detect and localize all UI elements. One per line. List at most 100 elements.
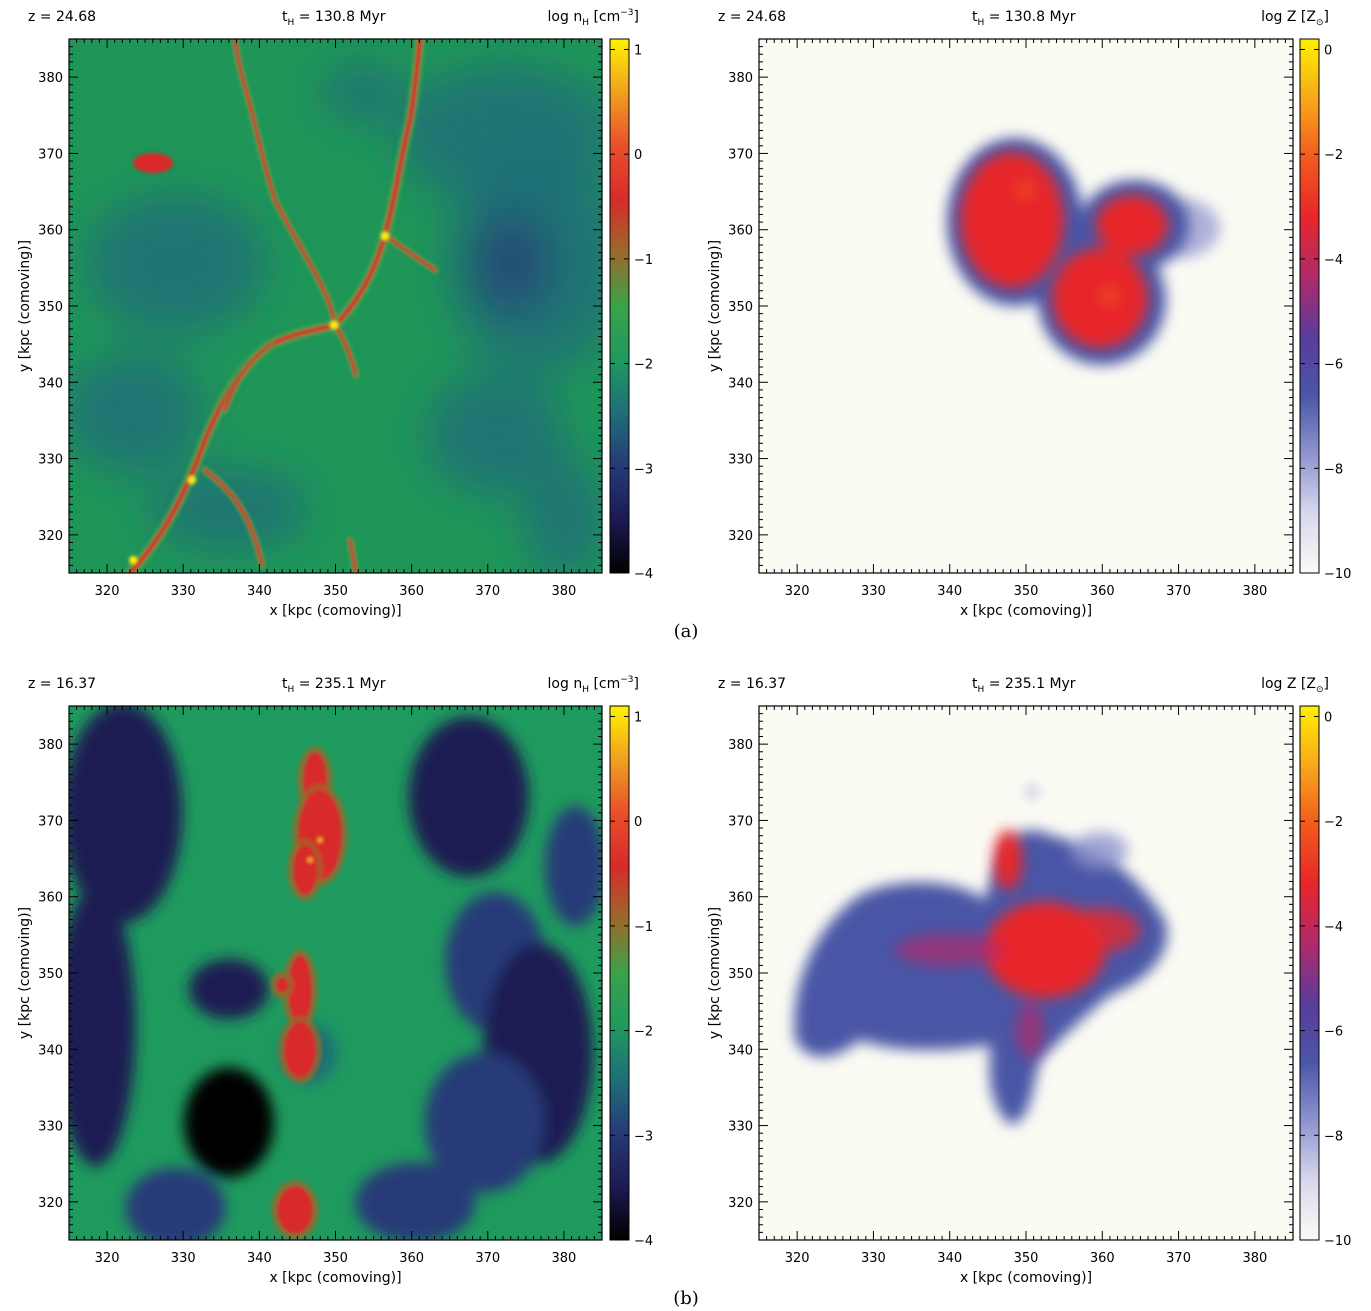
x-tick-label: 330 [171,584,196,599]
caption-b: (b) [673,1288,699,1309]
redshift-label: z = 24.68 [718,9,786,25]
y-tick-label: 320 [38,529,63,544]
x-tick-label: 340 [937,584,962,599]
y-tick-label: 380 [38,71,63,86]
y-tick-label: 330 [38,453,63,468]
heatmap-field [69,39,602,573]
x-tick-label: 350 [1014,1251,1039,1266]
x-tick-label: 370 [475,1251,500,1266]
colorbar-tick-label: −2 [1324,815,1343,830]
colorbar-tick-label: −1 [634,920,653,935]
colorbar-tick-label: −6 [1324,1025,1343,1040]
y-tick-label: 360 [38,891,63,906]
colorbar-tick-label: −6 [1324,358,1343,373]
colorbar-tick-label: −4 [1324,920,1343,935]
y-tick-label: 380 [728,738,753,753]
x-tick-label: 370 [475,584,500,599]
x-tick-label: 320 [95,1251,120,1266]
y-tick-label: 350 [38,967,63,982]
y-tick-label: 330 [38,1120,63,1135]
colorbar-tick-label: −2 [634,1025,653,1040]
heatmap-field [759,706,1293,1240]
colorbar: −10 −8 −6 −4 −2 0 [1299,705,1351,1249]
y-tick-label: 360 [728,891,753,906]
colorbar-tick-label: −3 [634,1129,653,1144]
y-tick-label: 350 [728,300,753,315]
y-axis-label: y [kpc (comoving)] [17,907,33,1039]
y-tick-label: 350 [728,967,753,982]
heatmap-field [69,706,602,1240]
y-tick-label: 370 [728,147,753,162]
y-tick-label: 320 [38,1196,63,1211]
x-tick-label: 330 [861,1251,886,1266]
heatmap-field [759,39,1293,573]
colorbar-tick-label: −10 [1324,567,1351,582]
x-axis-label: x [kpc (comoving)] [960,1270,1092,1286]
x-tick-label: 320 [95,584,120,599]
colorbar: −10 −8 −6 −4 −2 0 [1299,38,1351,582]
x-tick-label: 330 [171,1251,196,1266]
y-tick-label: 330 [728,453,753,468]
y-tick-label: 320 [728,529,753,544]
time-label: tH = 130.8 Myr [972,9,1076,28]
y-tick-label: 330 [728,1120,753,1135]
redshift-label: z = 16.37 [718,676,786,692]
colorbar-tick-label: 0 [634,148,642,163]
x-tick-label: 370 [1166,584,1191,599]
colorbar-tick-label: 0 [634,815,642,830]
panel-a-density: 320 330 340 350 360 370 380 320 330 340 350 360 370 3… [17,8,653,619]
redshift-label: z = 24.68 [28,9,96,25]
x-tick-label: 340 [937,1251,962,1266]
y-tick-label: 370 [728,814,753,829]
y-axis-label: y [kpc (comoving)] [707,907,723,1039]
colorbar-tick-label: −2 [634,358,653,373]
y-tick-label: 380 [38,738,63,753]
y-tick-label: 340 [728,376,753,391]
x-tick-label: 340 [247,584,272,599]
x-tick-label: 320 [785,584,810,599]
colorbar: −4 −3 −2 −1 0 1 [609,705,653,1249]
axis-ticks [68,38,603,574]
x-tick-label: 370 [1166,1251,1191,1266]
y-axis-label: y [kpc (comoving)] [17,240,33,372]
x-tick-label: 380 [1242,1251,1267,1266]
axis-ticks [758,38,1294,574]
y-tick-label: 360 [728,224,753,239]
colorbar-tick-label: 0 [1324,710,1332,725]
x-tick-label: 350 [323,1251,348,1266]
colorbar-tick-label: −8 [1324,1129,1343,1144]
x-axis-label: x [kpc (comoving)] [960,603,1092,619]
panels-layer: 320 330 340 350 360 370 380 320 330 340 350 360 370 3… [17,8,1351,1286]
x-axis-label: x [kpc (comoving)] [269,1270,401,1286]
time-label: tH = 235.1 Myr [972,676,1076,695]
time-label: tH = 235.1 Myr [282,676,386,695]
colorbar-tick-label: −8 [1324,462,1343,477]
x-tick-label: 360 [399,584,424,599]
colorbar-tick-label: −2 [1324,148,1343,163]
colorbar-title: log nH [cm−3] [548,8,639,28]
x-tick-label: 360 [1090,1251,1115,1266]
colorbar-title: log Z [Z⊙] [1261,676,1329,695]
x-tick-label: 380 [552,584,577,599]
x-tick-label: 350 [323,584,348,599]
x-tick-label: 320 [785,1251,810,1266]
x-tick-label: 360 [399,1251,424,1266]
y-tick-label: 370 [38,814,63,829]
y-axis-label: y [kpc (comoving)] [707,240,723,372]
y-tick-label: 380 [728,71,753,86]
x-axis-label: x [kpc (comoving)] [269,603,401,619]
panel-b-metallicity: 320 330 340 350 360 370 380 320 330 340 350 360 370 3… [707,676,1351,1286]
colorbar-tick-label: −10 [1324,1234,1351,1249]
colorbar-tick-label: −4 [634,567,653,582]
colorbar-tick-label: −3 [634,462,653,477]
time-label: tH = 130.8 Myr [282,9,386,28]
panel-b-density: 320 330 340 350 360 370 380 320 330 340 350 360 370 3… [17,675,653,1286]
colorbar-tick-label: 1 [634,710,642,725]
colorbar-tick-label: −4 [1324,253,1343,268]
redshift-label: z = 16.37 [28,676,96,692]
x-tick-label: 360 [1090,584,1115,599]
panel-a-metallicity: 320 330 340 350 360 370 380 320 330 340 350 360 370 3… [707,9,1351,619]
x-tick-label: 380 [552,1251,577,1266]
colorbar-tick-label: 0 [1324,43,1332,58]
colorbar-title: log Z [Z⊙] [1261,9,1329,28]
